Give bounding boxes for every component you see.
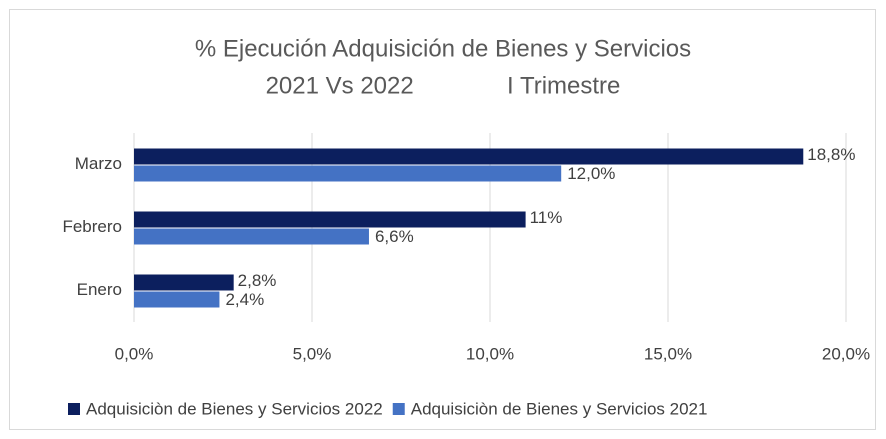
- bar: [134, 228, 369, 245]
- data-label: 18,8%: [807, 145, 855, 164]
- bar: [134, 165, 562, 182]
- x-tick-label: 15,0%: [644, 344, 692, 363]
- data-label: 11%: [530, 208, 563, 227]
- bar: [134, 291, 220, 308]
- y-tick-label: Febrero: [62, 217, 122, 236]
- chart-subtitle: 2021 Vs 2022 I Trimestre: [266, 72, 621, 99]
- legend-label: Adquisiciòn de Bienes y Servicios 2021: [411, 399, 708, 418]
- data-label: 2,4%: [225, 290, 264, 309]
- y-tick-label: Marzo: [75, 154, 122, 173]
- x-tick-label: 5,0%: [293, 344, 332, 363]
- x-tick-label: 20,0%: [822, 344, 870, 363]
- data-label: 2,8%: [238, 271, 277, 290]
- x-tick-label: 10,0%: [466, 344, 514, 363]
- bar: [134, 211, 526, 228]
- chart-title: % Ejecución Adquisición de Bienes y Serv…: [195, 35, 691, 62]
- legend-swatch: [392, 403, 405, 415]
- legend-label: Adquisiciòn de Bienes y Servicios 2022: [86, 399, 383, 418]
- bar: [134, 148, 804, 165]
- data-label: 12,0%: [567, 164, 615, 183]
- x-tick-label: 0,0%: [115, 344, 154, 363]
- y-tick-label: Enero: [77, 280, 122, 299]
- data-label: 6,6%: [375, 227, 414, 246]
- legend-swatch: [68, 403, 80, 415]
- bar: [134, 274, 234, 291]
